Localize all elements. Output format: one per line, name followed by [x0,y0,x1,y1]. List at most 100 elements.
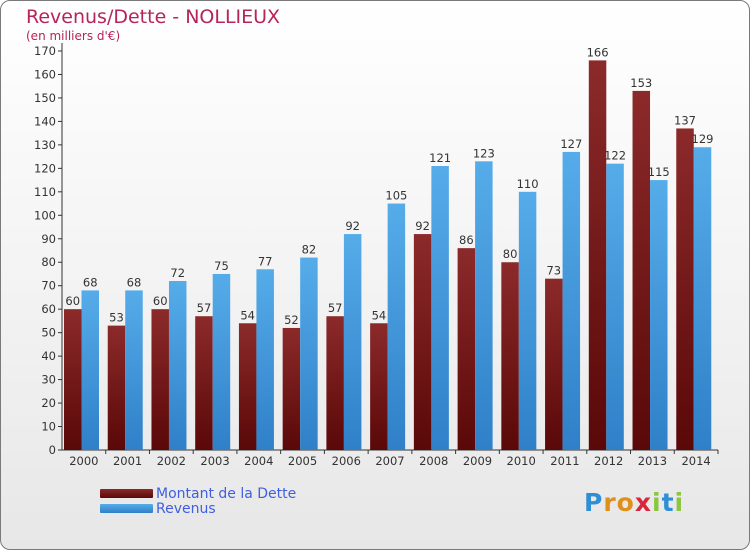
bar-dette [370,323,388,450]
x-tick-label: 2002 [157,454,186,468]
y-tick-label: 70 [41,279,56,293]
data-label-dette: 57 [197,301,212,315]
y-tick-label: 40 [41,349,56,363]
bar-revenus [212,273,231,450]
bar-dette [195,316,213,450]
y-tick-label: 60 [41,302,56,316]
bar-dette [676,128,694,450]
bar-dette [588,60,607,450]
legend: Montant de la Dette Revenus [100,485,297,517]
legend-label-revenus: Revenus [156,500,216,517]
data-label-dette: 86 [459,233,474,247]
data-label-revenus: 82 [302,243,317,257]
legend-item-revenus: Revenus [100,500,296,517]
proxiti-logo: Proxiti [584,488,684,517]
bar-revenus [606,163,624,451]
data-label-revenus: 77 [258,254,273,268]
data-label-dette: 73 [546,264,561,278]
x-tick-label: 2008 [419,454,448,468]
data-label-revenus: 92 [345,219,360,233]
data-label-revenus: 127 [560,137,582,151]
bar-dette [545,278,563,450]
y-tick-label: 120 [34,161,56,175]
bar-dette [457,248,476,450]
x-tick-label: 2005 [288,454,317,468]
y-tick-label: 20 [41,396,56,410]
data-label-dette: 166 [587,45,609,59]
y-tick-label: 110 [34,185,56,199]
x-tick-label: 2001 [113,454,142,468]
data-label-revenus: 105 [385,189,407,203]
bar-revenus [650,180,668,450]
data-label-dette: 137 [674,113,696,127]
data-label-revenus: 110 [517,177,539,191]
x-tick-label: 2004 [244,454,273,468]
y-tick-label: 10 [41,420,56,434]
data-label-dette: 80 [503,247,518,261]
data-label-revenus: 122 [604,149,626,163]
logo-letter: o [616,488,635,517]
bar-revenus [518,191,537,450]
bar-revenus [81,290,99,450]
x-tick-label: 2009 [463,454,492,468]
x-tick-label: 2000 [69,454,98,468]
legend-item-dette: Montant de la Dette [100,485,297,502]
bar-revenus [387,203,406,450]
y-tick-label: 100 [34,208,56,222]
logo-letter: t [661,488,675,517]
data-label-dette: 60 [153,294,168,308]
y-tick-label: 140 [34,114,56,128]
bar-revenus [693,147,712,450]
legend-swatch-dette [100,489,153,498]
bar-revenus [431,166,449,450]
bar-revenus [343,234,362,450]
logo-letter: i [652,488,662,517]
bar-revenus [475,161,493,450]
data-label-revenus: 75 [214,259,229,273]
data-label-dette: 52 [284,313,299,327]
chart-subtitle: (en milliers d'€) [26,29,121,43]
y-tick-label: 130 [34,138,56,152]
y-tick-label: 30 [41,373,56,387]
bar-revenus [125,290,143,450]
x-tick-label: 2012 [594,454,623,468]
data-labels: 6068536860725775547752825792541059212186… [65,45,713,327]
y-tick-label: 80 [41,255,56,269]
y-tick-label: 90 [41,232,56,246]
data-label-dette: 60 [65,294,80,308]
data-label-dette: 54 [372,308,387,322]
data-label-revenus: 68 [83,275,98,289]
bar-revenus [256,269,274,450]
bar-dette [501,262,519,450]
data-label-dette: 57 [328,301,343,315]
y-tick-label: 150 [34,91,56,105]
bar-dette [326,316,344,450]
y-tick-label: 170 [34,44,56,58]
bar-dette [107,325,126,450]
x-tick-label: 2003 [200,454,229,468]
x-tick-label: 2013 [638,454,667,468]
data-label-dette: 153 [630,76,652,90]
y-tick-label: 160 [34,67,56,81]
x-tick-label: 2007 [375,454,404,468]
legend-label-dette: Montant de la Dette [156,485,297,502]
x-tick-label: 2006 [332,454,361,468]
bar-revenus [300,257,318,450]
bar-revenus [168,281,187,450]
bar-dette [413,234,432,450]
data-label-revenus: 72 [170,266,185,280]
data-label-revenus: 129 [692,132,714,146]
data-label-revenus: 123 [473,146,495,160]
axes: 0 10 20 30 40 50 60 70 80 90 100 110 120 130 140 150 160… [34,43,719,468]
y-tick-label: 0 [49,443,56,457]
data-label-dette: 54 [240,308,255,322]
bar-revenus [562,151,581,450]
bar-dette [238,323,257,450]
bars [64,60,712,451]
bar-dette [151,309,169,450]
data-label-revenus: 121 [429,151,451,165]
data-label-dette: 53 [109,311,124,325]
x-tick-label: 2014 [681,454,710,468]
x-tick-label: 2011 [550,454,579,468]
